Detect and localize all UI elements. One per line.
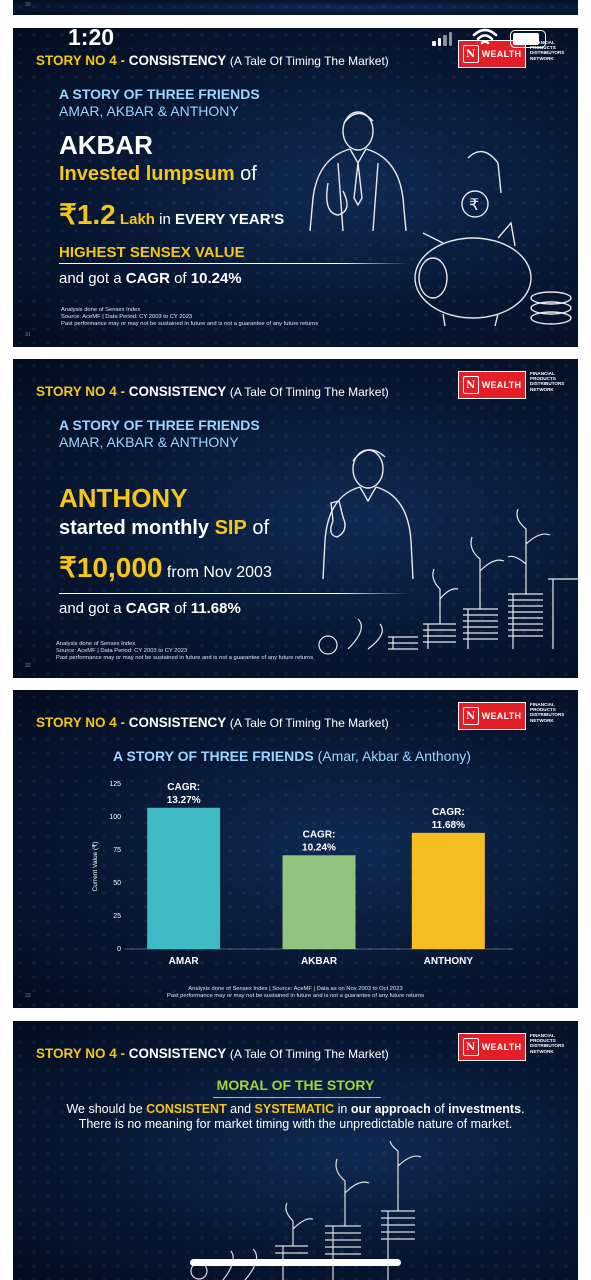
divider	[59, 593, 409, 594]
cagr-line: and got a CAGR of 11.68%	[59, 600, 241, 617]
logo-subtitle: FINANCIAL PRODUCTS DISTRIBUTORS NETWORK	[530, 1033, 565, 1054]
nj-wealth-logo: N WEALTH	[458, 702, 526, 730]
data-label: 10.24%	[302, 842, 336, 853]
wifi-icon	[472, 28, 498, 45]
logo-subtitle: FINANCIAL PRODUCTS DISTRIBUTORS NETWORK	[530, 702, 565, 723]
slide-number: 30	[25, 2, 31, 8]
friends-names: AMAR, AKBAR & ANTHONY	[59, 103, 239, 119]
bar-akbar	[282, 855, 356, 949]
status-time: 1:20	[68, 24, 115, 50]
slide-number: 31	[25, 332, 31, 338]
bar-chart: Current Value (₹) 0 25 50 75 100 125 AMAR CAGR: 1…	[91, 781, 513, 967]
nj-wealth-logo: N WEALTH	[458, 1033, 526, 1061]
disclaimer-note: Analysis done of Sensex Index Source: Ace…	[56, 641, 314, 661]
highest-sensex-text: HIGHEST SENSEX VALUE	[59, 244, 245, 261]
y-axis-label: Current Value (₹)	[91, 842, 99, 892]
amount-line: ₹10,000 from Nov 2003	[59, 552, 272, 583]
bar-anthony	[411, 832, 485, 949]
man-sketch-illustration	[309, 111, 407, 232]
story-subtitle: A STORY OF THREE FRIENDS	[59, 86, 260, 102]
previous-slide-edge: 30	[13, 0, 578, 15]
x-tick-label: AKBAR	[301, 956, 338, 967]
slide-moral[interactable]: STORY NO 4 - CONSISTENCY (A Tale Of Timi…	[13, 1021, 578, 1280]
cellular-signal-icon	[432, 32, 452, 46]
cagr-line: and got a CAGR of 10.24%	[59, 270, 242, 287]
friends-names: AMAR, AKBAR & ANTHONY	[59, 434, 239, 450]
y-tick-label: 75	[113, 847, 121, 854]
x-tick-label: AMAR	[169, 956, 200, 967]
nj-wealth-logo: N WEALTH	[458, 371, 526, 399]
status-bar: 1:20	[0, 24, 591, 54]
story-subtitle: A STORY OF THREE FRIENDS	[59, 417, 260, 433]
data-label: 11.68%	[432, 820, 465, 831]
friend-name: ANTHONY	[59, 483, 188, 513]
story-header: STORY NO 4 - CONSISTENCY (A Tale Of Timi…	[36, 53, 389, 68]
y-tick-label: 100	[109, 814, 121, 821]
invest-line: Invested lumpsum of	[59, 163, 257, 185]
chart-title: A STORY OF THREE FRIENDS (Amar, Akbar & …	[113, 748, 471, 764]
disclaimer-note: Analysis done of Sensex Index | Source: …	[166, 986, 425, 999]
logo-subtitle: FINANCIAL PRODUCTS DISTRIBUTORS NETWORK	[530, 371, 565, 392]
y-tick-label: 25	[113, 913, 121, 920]
slide-number: 33	[25, 993, 31, 999]
data-label: 13.27%	[167, 795, 201, 806]
moral-title: MORAL OF THE STORY	[216, 1077, 375, 1093]
thumbs-up-man-illustration	[322, 449, 414, 580]
moral-underline	[213, 1097, 381, 1098]
story-header: STORY NO 4 - CONSISTENCY (A Tale Of Timi…	[36, 1046, 389, 1061]
divider	[59, 263, 409, 264]
y-tick-label: 0	[117, 946, 121, 953]
slide-number: 32	[25, 663, 31, 669]
slide-chart[interactable]: STORY NO 4 - CONSISTENCY (A Tale Of Timi…	[13, 690, 578, 1008]
growing-coins-plants-illustration	[318, 509, 578, 655]
slide-anthony[interactable]: STORY NO 4 - CONSISTENCY (A Tale Of Timi…	[13, 359, 578, 678]
bar-amar	[147, 807, 221, 949]
data-label: CAGR:	[432, 807, 465, 818]
story-header: STORY NO 4 - CONSISTENCY (A Tale Of Timi…	[36, 384, 389, 399]
logo-subtitle: FINANCIAL PRODUCTS DISTRIBUTORS NETWORK	[530, 40, 565, 61]
sip-line: started monthly SIP of	[59, 517, 270, 539]
data-label: CAGR:	[303, 829, 336, 840]
data-label: CAGR:	[167, 782, 200, 793]
home-indicator[interactable]	[190, 1259, 401, 1266]
svg-text:₹: ₹	[469, 195, 479, 214]
y-tick-label: 50	[113, 880, 121, 887]
y-tick-label: 125	[109, 781, 121, 788]
moral-text: We should be CONSISTENT and SYSTEMATIC i…	[66, 1102, 525, 1131]
x-tick-label: ANTHONY	[424, 956, 474, 967]
friend-name: AKBAR	[59, 130, 153, 160]
piggy-bank-illustration: ₹	[414, 150, 572, 327]
slide-akbar[interactable]: STORY NO 4 - CONSISTENCY (A Tale Of Timi…	[13, 28, 578, 347]
disclaimer-note: Analysis done of Sensex Index Source: Ace…	[61, 307, 319, 327]
story-header: STORY NO 4 - CONSISTENCY (A Tale Of Timi…	[36, 715, 389, 730]
battery-icon	[510, 30, 546, 48]
amount-line: ₹1.2 Lakh in EVERY YEAR'S	[59, 199, 285, 230]
